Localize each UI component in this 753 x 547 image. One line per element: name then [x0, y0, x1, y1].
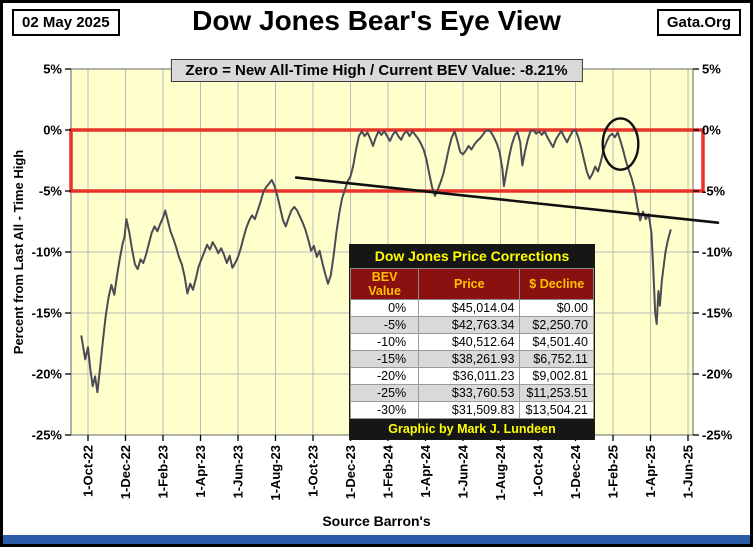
x-axis-label: 1-Jun-25 [681, 445, 696, 498]
table-cell: 0% [349, 299, 420, 317]
x-axis-label: 1-Feb-24 [381, 444, 396, 498]
table-cell: $36,011.23 [418, 367, 521, 385]
table-row: -20% $36,011.23 $9,002.81 [349, 367, 594, 385]
x-axis-label: 1-Aug-23 [268, 445, 283, 501]
x-axis-label: 1-Dec-24 [568, 444, 583, 499]
x-axis-label: 1-Oct-23 [306, 445, 321, 497]
x-axis-label: 1-Oct-22 [81, 445, 96, 497]
y-axis-label-left: 0% [43, 123, 62, 138]
y-axis-label-right: -5% [702, 184, 726, 199]
y-axis-title: Percent from Last All - Time High [11, 150, 26, 354]
x-axis-label: 1-Apr-25 [643, 445, 658, 498]
y-axis-label-left: -20% [32, 367, 63, 382]
x-axis-label: 1-Dec-23 [343, 445, 358, 499]
table-row: -25% $33,760.53 $11,253.51 [349, 384, 594, 402]
table-body: 0% $45,014.04 $0.00 -5% $42,763.34 $2,250.70-… [349, 299, 594, 419]
page-title: Dow Jones Bear's Eye View [192, 5, 561, 36]
trend-line [294, 176, 720, 225]
table-row: -30% $31,509.83 $13,504.21 [349, 401, 594, 419]
table-cell: $31,509.83 [418, 401, 521, 419]
y-axis-label-left: 5% [43, 62, 62, 77]
table-row: -10% $40,512.64 $4,501.40 [349, 333, 594, 351]
table-header-row: BEV Value Price $ Decline [349, 268, 594, 300]
table-cell: $40,512.64 [418, 333, 521, 351]
y-axis-label-left: -15% [32, 306, 63, 321]
subtitle-banner: Zero = New All-Time High / Current BEV V… [170, 59, 583, 82]
highlight-ellipse [601, 117, 640, 171]
x-axis-label: 1-Dec-22 [118, 445, 133, 499]
table-cell: $0.00 [519, 299, 594, 317]
y-axis-label-right: -10% [702, 245, 733, 260]
x-axis-label: 1-Aug-24 [493, 444, 508, 500]
table-cell: $6,752.11 [519, 350, 594, 368]
table-cell: -30% [349, 401, 420, 419]
table-cell: -15% [349, 350, 420, 368]
table-cell: $9,002.81 [519, 367, 594, 385]
y-axis-label-left: -10% [32, 245, 63, 260]
date-badge: 02 May 2025 [12, 9, 120, 36]
y-axis-label-right: -25% [702, 428, 733, 443]
table-cell: $2,250.70 [519, 316, 594, 334]
corrections-table: BEV Value Price $ Decline 0% $45,014.04 $0.0… [349, 268, 594, 419]
x-axis-label: 1-Feb-25 [606, 445, 621, 498]
table-row: -5% $42,763.34 $2,250.70 [349, 316, 594, 334]
table-cell: $4,501.40 [519, 333, 594, 351]
table-row: -15% $38,261.93 $6,752.11 [349, 350, 594, 368]
table-cell: -10% [349, 333, 420, 351]
table-cell: -20% [349, 367, 420, 385]
x-axis-label: 1-Oct-24 [531, 444, 546, 497]
table-cell: $33,760.53 [418, 384, 521, 402]
x-axis-label: 1-Feb-23 [156, 445, 171, 498]
table-credit: Graphic by Mark J. Lundeen [350, 419, 594, 439]
x-axis-label: 1-Apr-23 [193, 445, 208, 498]
x-axis-label: 1-Jun-23 [231, 445, 246, 498]
bev-series-line [80, 129, 672, 394]
column-header: $ Decline [519, 268, 594, 300]
table-cell: -5% [349, 316, 420, 334]
y-axis-label-right: 0% [702, 123, 721, 138]
x-axis-label: 1-Jun-24 [456, 444, 471, 498]
table-title: Dow Jones Price Corrections [350, 245, 594, 268]
table-cell: $45,014.04 [418, 299, 521, 317]
source-caption: Source Barron's [322, 513, 431, 529]
table-cell: $13,504.21 [519, 401, 594, 419]
column-header: BEV Value [349, 268, 420, 300]
column-header: Price [418, 268, 521, 300]
table-cell: $11,253.51 [519, 384, 594, 402]
table-cell: $42,763.34 [418, 316, 521, 334]
y-axis-label-right: -20% [702, 367, 733, 382]
y-axis-label-left: -5% [39, 184, 63, 199]
price-corrections-table: Dow Jones Price Corrections BEV Value Pri… [349, 244, 595, 440]
y-axis-label-right: 5% [702, 62, 721, 77]
bottom-accent-bar [3, 535, 750, 544]
x-axis-label: 1-Apr-24 [418, 444, 433, 498]
red-zone-box [69, 128, 705, 193]
source-badge: Gata.Org [656, 9, 741, 36]
table-cell: $38,261.93 [418, 350, 521, 368]
y-axis-label-right: -15% [702, 306, 733, 321]
y-axis-label-left: -25% [32, 428, 63, 443]
table-row: 0% $45,014.04 $0.00 [349, 299, 594, 317]
table-cell: -25% [349, 384, 420, 402]
